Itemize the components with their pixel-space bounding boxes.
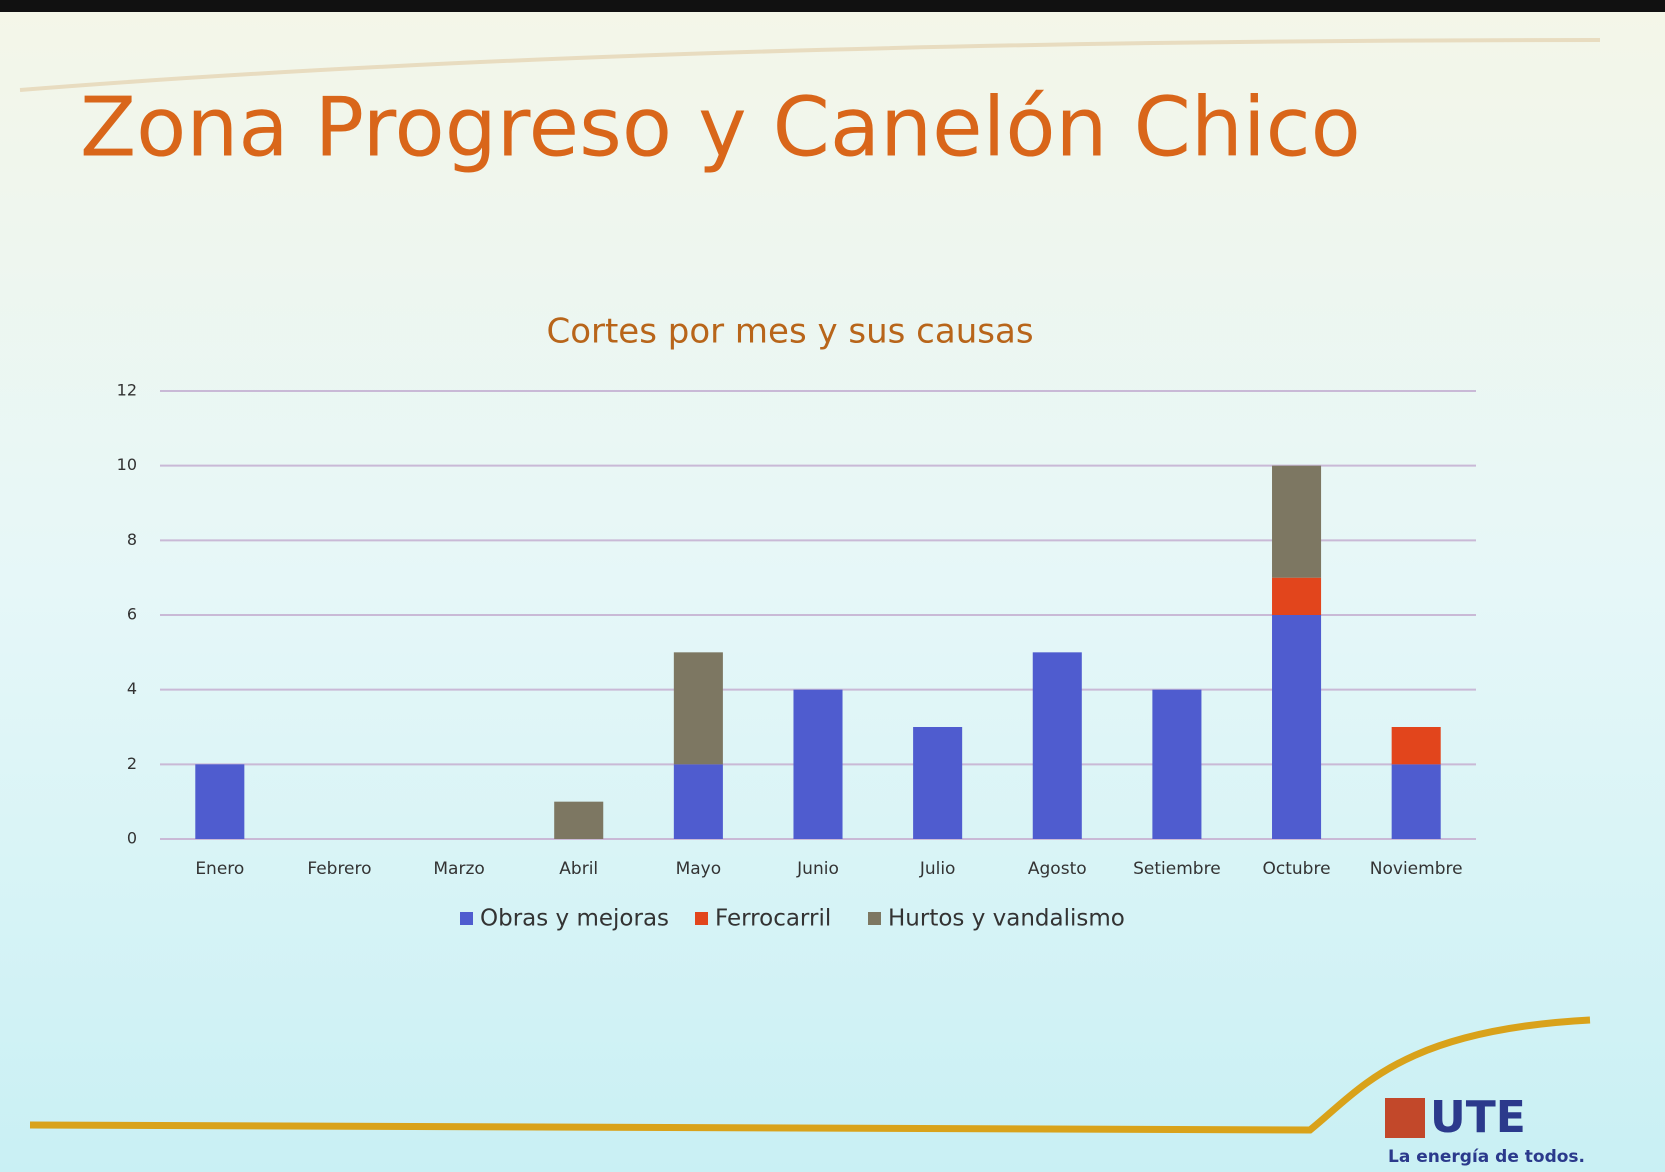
y-tick-label: 4 (127, 679, 137, 698)
legend-swatch (460, 912, 473, 925)
bar-segment (1152, 689, 1202, 839)
chart-title: Cortes por mes y sus causas (546, 312, 1033, 352)
legend-label: Hurtos y vandalismo (888, 906, 1125, 932)
frame (0, 0, 1665, 12)
bar-segment (1391, 727, 1441, 765)
bar-segment (195, 764, 245, 839)
bar-segment (1272, 465, 1322, 578)
y-tick-label: 2 (127, 754, 137, 773)
bar-segment (673, 764, 723, 839)
x-tick-label: Julio (919, 859, 956, 879)
bar-segment (673, 652, 723, 765)
y-tick-label: 10 (117, 455, 137, 474)
bar-segment (913, 727, 963, 839)
bar-segment (1272, 615, 1322, 839)
legend-label: Obras y mejoras (480, 906, 669, 932)
bar-segment (793, 689, 843, 839)
x-tick-label: Enero (195, 859, 244, 879)
x-tick-label: Abril (559, 859, 598, 879)
logo: UTE La energía de todos. (1385, 1092, 1585, 1167)
x-tick-label: Agosto (1028, 859, 1087, 879)
decoration (29, 1016, 1591, 1134)
logo-text: UTE (1430, 1092, 1526, 1143)
x-tick-label: Marzo (433, 859, 484, 879)
x-tick-label: Mayo (676, 859, 722, 879)
tagline: La energía de todos. (1388, 1147, 1585, 1167)
y-tick-label: 12 (117, 381, 137, 400)
logo-mark (1385, 1098, 1425, 1138)
y-tick-label: 6 (127, 605, 137, 624)
legend-swatch (868, 912, 881, 925)
legend-label: Ferrocarril (715, 906, 831, 932)
y-tick-label: 0 (127, 829, 137, 848)
bar-segment (1032, 652, 1082, 839)
slide-title: Zona Progreso y Canelón Chico (80, 80, 1361, 175)
y-tick-label: 8 (127, 530, 137, 549)
bar-segment (1272, 577, 1322, 615)
x-tick-label: Setiembre (1133, 859, 1221, 879)
x-tick-label: Junio (796, 859, 839, 879)
decoration (19, 38, 1601, 92)
bar-segment (554, 801, 604, 839)
x-tick-label: Noviembre (1370, 859, 1463, 879)
x-tick-label: Febrero (307, 859, 371, 879)
bar-segment (1391, 764, 1441, 839)
x-tick-label: Octubre (1263, 859, 1331, 879)
legend-swatch (695, 912, 708, 925)
